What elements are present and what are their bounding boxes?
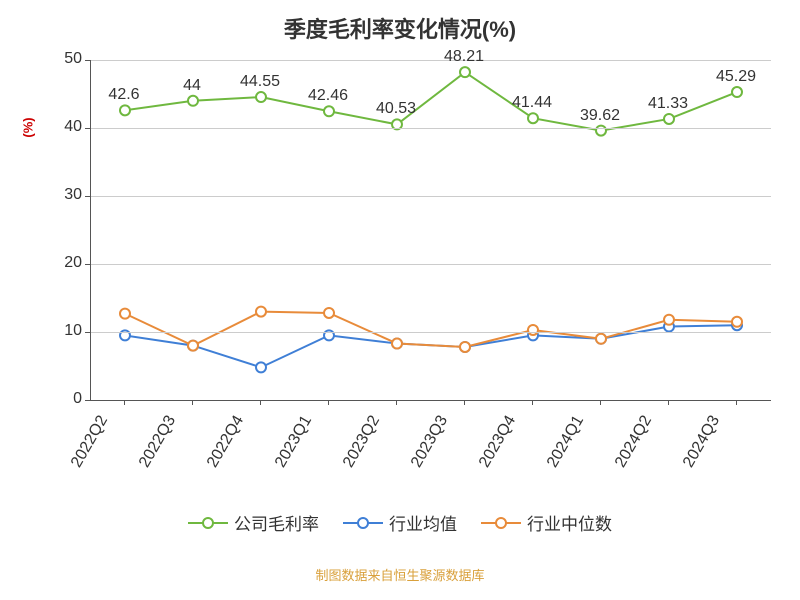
y-tick	[85, 264, 90, 265]
series-marker	[732, 87, 742, 97]
x-tick-label: 2022Q2	[68, 413, 112, 471]
y-tick-label: 20	[50, 254, 82, 272]
y-tick-label: 30	[50, 186, 82, 204]
data-label: 41.33	[648, 95, 688, 113]
x-tick-label: 2023Q3	[408, 413, 452, 471]
x-tick-label: 2024Q2	[612, 413, 656, 471]
y-axis-label: (%)	[21, 117, 36, 137]
legend-marker	[343, 516, 383, 530]
x-tick	[600, 400, 601, 405]
series-marker	[188, 96, 198, 106]
data-label: 39.62	[580, 107, 620, 125]
series-marker	[188, 341, 198, 351]
series-marker	[596, 334, 606, 344]
legend-item: 公司毛利率	[188, 510, 319, 535]
x-tick	[260, 400, 261, 405]
y-tick	[85, 332, 90, 333]
series-marker	[460, 342, 470, 352]
gridline	[91, 332, 771, 333]
chart-container: 季度毛利率变化情况(%) (%) 公司毛利率 行业均值 行业中位数 制图数据来自恒生…	[0, 0, 800, 600]
legend-label: 公司毛利率	[234, 510, 319, 535]
series-marker	[120, 105, 130, 115]
series-marker	[460, 67, 470, 77]
y-tick	[85, 196, 90, 197]
gridline	[91, 196, 771, 197]
y-tick-label: 0	[50, 390, 82, 408]
data-label: 48.21	[444, 48, 484, 66]
x-tick	[668, 400, 669, 405]
gridline	[91, 128, 771, 129]
y-tick-label: 50	[50, 50, 82, 68]
series-line	[125, 72, 737, 130]
y-tick	[85, 400, 90, 401]
series-marker	[528, 113, 538, 123]
x-tick	[192, 400, 193, 405]
y-tick	[85, 128, 90, 129]
x-tick	[736, 400, 737, 405]
x-tick-label: 2022Q4	[204, 413, 248, 471]
legend-label: 行业中位数	[527, 510, 612, 535]
data-label: 45.29	[716, 68, 756, 86]
y-tick	[85, 60, 90, 61]
gridline	[91, 60, 771, 61]
x-tick-label: 2024Q3	[680, 413, 724, 471]
data-label: 44	[183, 77, 201, 95]
x-tick-label: 2024Q1	[544, 413, 588, 471]
legend-marker	[188, 516, 228, 530]
series-marker	[256, 307, 266, 317]
series-line	[125, 312, 737, 347]
series-marker	[664, 114, 674, 124]
x-tick	[124, 400, 125, 405]
gridline	[91, 264, 771, 265]
x-tick	[464, 400, 465, 405]
data-label: 41.44	[512, 94, 552, 112]
legend-label: 行业均值	[389, 510, 457, 535]
legend-item: 行业中位数	[481, 510, 612, 535]
legend: 公司毛利率 行业均值 行业中位数	[0, 510, 800, 535]
series-marker	[528, 325, 538, 335]
x-tick-label: 2022Q3	[136, 413, 180, 471]
series-marker	[392, 339, 402, 349]
data-label: 42.46	[308, 87, 348, 105]
footer-note: 制图数据来自恒生聚源数据库	[0, 565, 800, 584]
series-marker	[256, 92, 266, 102]
y-tick-label: 40	[50, 118, 82, 136]
legend-item: 行业均值	[343, 510, 457, 535]
legend-marker	[481, 516, 521, 530]
series-marker	[324, 106, 334, 116]
series-marker	[732, 317, 742, 327]
series-marker	[324, 308, 334, 318]
data-label: 42.6	[108, 86, 139, 104]
chart-title: 季度毛利率变化情况(%)	[0, 0, 800, 44]
x-tick	[328, 400, 329, 405]
data-label: 40.53	[376, 100, 416, 118]
x-tick-label: 2023Q2	[340, 413, 384, 471]
x-tick	[396, 400, 397, 405]
data-label: 44.55	[240, 73, 280, 91]
series-marker	[664, 315, 674, 325]
x-tick	[532, 400, 533, 405]
series-marker	[120, 309, 130, 319]
x-tick-label: 2023Q4	[476, 413, 520, 471]
series-marker	[256, 362, 266, 372]
y-tick-label: 10	[50, 322, 82, 340]
x-tick-label: 2023Q1	[272, 413, 316, 471]
